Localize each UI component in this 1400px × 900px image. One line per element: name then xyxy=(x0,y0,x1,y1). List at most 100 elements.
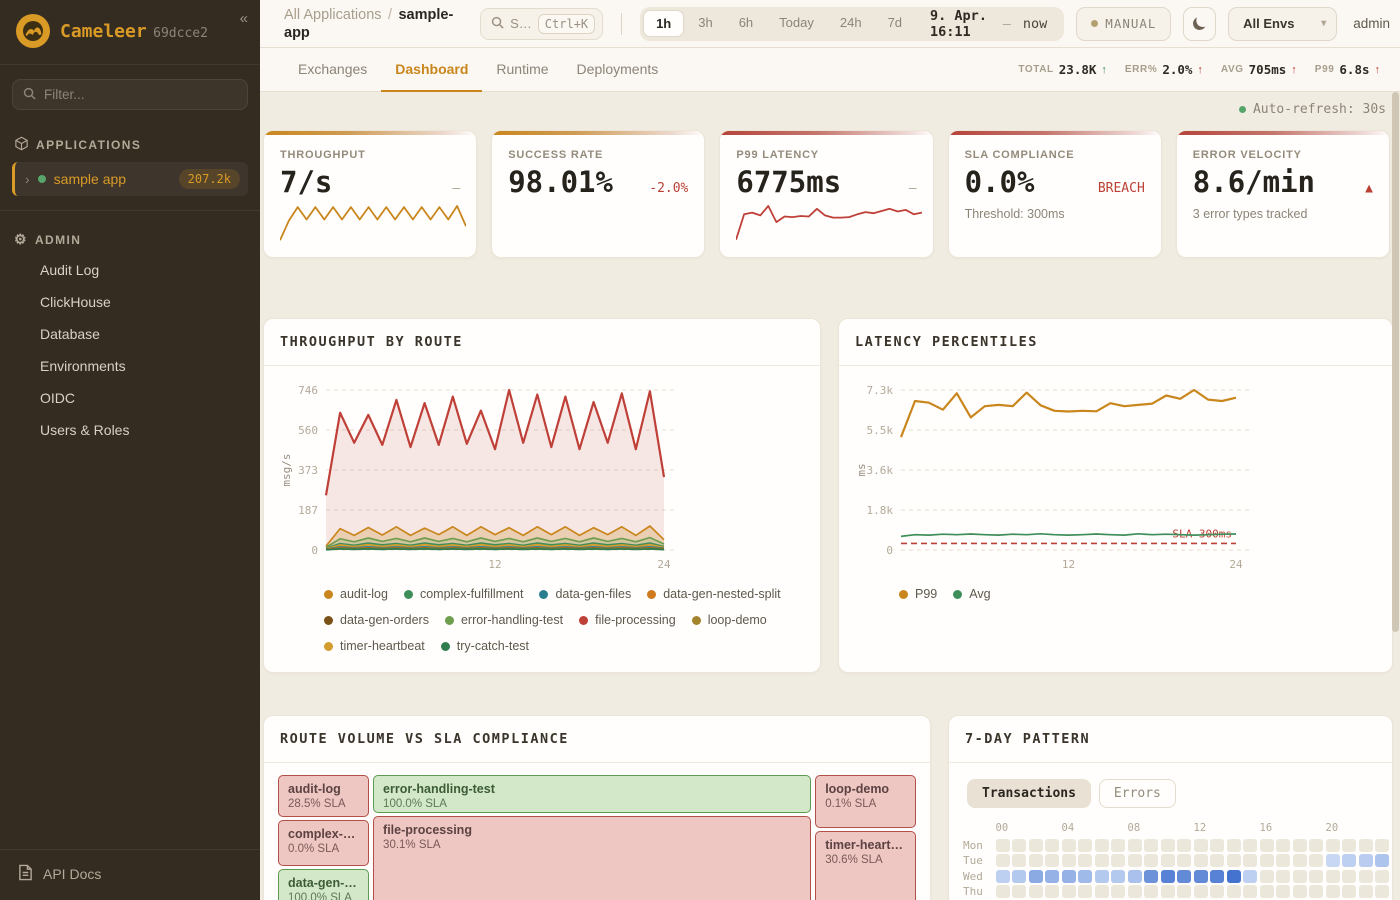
chevron-right-icon[interactable]: › xyxy=(25,171,30,187)
time-range-7d[interactable]: 7d xyxy=(887,15,903,30)
sidebar-item-api-docs[interactable]: API Docs xyxy=(0,849,260,900)
heatmap-cell[interactable] xyxy=(1144,869,1158,883)
treemap-cell-audit-log[interactable]: audit-log 28.5% SLA xyxy=(278,775,369,817)
heatmap-cell[interactable] xyxy=(1012,869,1026,883)
sidebar-item-sample-app[interactable]: › sample app 207.2k xyxy=(12,162,248,196)
heatmap-cell[interactable] xyxy=(1375,854,1389,867)
legend-item-file-processing[interactable]: file-processing xyxy=(579,613,676,627)
heatmap-cell[interactable] xyxy=(995,885,1010,898)
heatmap-cell[interactable] xyxy=(1210,854,1224,867)
vertical-scrollbar[interactable] xyxy=(1392,92,1399,900)
heatmap-cell[interactable] xyxy=(1078,869,1092,883)
heatmap-cell[interactable] xyxy=(1127,854,1142,867)
legend-item-try-catch-test[interactable]: try-catch-test xyxy=(440,639,529,653)
treemap-cell-error-handling-test[interactable]: error-handling-test 100.0% SLA xyxy=(373,775,811,813)
heatmap-cell[interactable] xyxy=(1276,885,1290,898)
heatmap-cell[interactable] xyxy=(1094,838,1109,852)
heatmap-cell[interactable] xyxy=(1243,869,1257,883)
heatmap-cell[interactable] xyxy=(1160,838,1175,852)
heatmap-cell[interactable] xyxy=(1012,885,1026,898)
global-search-input[interactable]: S… Ctrl+K xyxy=(480,7,604,40)
heatmap-cell[interactable] xyxy=(1028,869,1043,883)
heatmap-cell[interactable] xyxy=(1342,838,1356,852)
heatmap-cell[interactable] xyxy=(1012,838,1026,852)
tab-deployments[interactable]: Deployments xyxy=(576,61,659,77)
heatmap-cell[interactable] xyxy=(1325,854,1340,867)
time-range-3h[interactable]: 3h xyxy=(698,15,713,30)
heatmap-cell[interactable] xyxy=(1226,854,1241,867)
heatmap-cell[interactable] xyxy=(1375,869,1389,883)
dark-mode-toggle[interactable] xyxy=(1183,6,1217,41)
heatmap-cell[interactable] xyxy=(1210,869,1224,883)
sidebar-item-environments[interactable]: Environments xyxy=(40,358,126,374)
heatmap-cell[interactable] xyxy=(1177,838,1191,852)
heatmap-cell[interactable] xyxy=(1193,869,1208,883)
sidebar-item-users-roles[interactable]: Users & Roles xyxy=(40,422,130,438)
legend-item-loop-demo[interactable]: loop-demo xyxy=(691,613,767,627)
heatmap-cell[interactable] xyxy=(1210,885,1224,898)
time-range-1h[interactable]: 1h xyxy=(643,10,685,37)
heatmap-cell[interactable] xyxy=(1259,838,1274,852)
heatmap-cell[interactable] xyxy=(1160,854,1175,867)
heatmap-cell[interactable] xyxy=(1193,838,1208,852)
scrollbar-thumb[interactable] xyxy=(1392,92,1399,632)
sidebar-item-oidc[interactable]: OIDC xyxy=(40,390,75,406)
heatmap-cell[interactable] xyxy=(1028,885,1043,898)
heatmap-cell[interactable] xyxy=(1127,885,1142,898)
time-range-today[interactable]: Today xyxy=(779,15,814,30)
heatmap-cell[interactable] xyxy=(1160,869,1175,883)
heatmap-cell[interactable] xyxy=(1094,885,1109,898)
treemap-cell-data-gen-files[interactable]: data-gen-files100.0% SLA xyxy=(278,869,369,900)
heatmap-cell[interactable] xyxy=(1243,885,1257,898)
date-range-to[interactable]: now xyxy=(1022,15,1048,32)
legend-item-error-handling-test[interactable]: error-handling-test xyxy=(444,613,563,627)
heatmap-cell[interactable] xyxy=(1226,838,1241,852)
sidebar-item-database[interactable]: Database xyxy=(40,326,100,342)
heatmap-cell[interactable] xyxy=(1160,885,1175,898)
heatmap-cell[interactable] xyxy=(1259,854,1274,867)
legend-item-p99[interactable]: P99 xyxy=(899,587,937,601)
heatmap-cell[interactable] xyxy=(1193,885,1208,898)
heatmap-cell[interactable] xyxy=(1342,854,1356,867)
tab-dashboard[interactable]: Dashboard xyxy=(381,48,483,92)
heatmap-cell[interactable] xyxy=(1342,869,1356,883)
legend-item-data-gen-nested-split[interactable]: data-gen-nested-split xyxy=(647,587,781,601)
tab-exchanges[interactable]: Exchanges xyxy=(298,61,368,77)
heatmap-cell[interactable] xyxy=(1259,869,1274,883)
heatmap-cell[interactable] xyxy=(1028,838,1043,852)
heatmap-cell[interactable] xyxy=(1061,885,1076,898)
sidebar-item-audit-log[interactable]: Audit Log xyxy=(40,262,100,278)
time-range-24h[interactable]: 24h xyxy=(839,15,862,30)
treemap-cell-loop-demo[interactable]: loop-demo 0.1% SLA xyxy=(815,775,916,829)
legend-item-data-gen-files[interactable]: data-gen-files xyxy=(539,587,631,601)
heatmap-cell[interactable] xyxy=(1292,838,1307,852)
heatmap-cell[interactable] xyxy=(1276,869,1290,883)
heatmap-cell[interactable] xyxy=(1144,885,1158,898)
heatmap-cell[interactable] xyxy=(1078,885,1092,898)
heatmap-cell[interactable] xyxy=(1111,869,1125,883)
heatmap-cell[interactable] xyxy=(1045,885,1059,898)
sidebar-filter-input[interactable]: Filter... xyxy=(12,79,248,110)
heatmap-cell[interactable] xyxy=(1358,869,1373,883)
heatmap-cell[interactable] xyxy=(1358,885,1373,898)
heatmap-cell[interactable] xyxy=(1045,854,1059,867)
heatmap-cell[interactable] xyxy=(1243,854,1257,867)
heatmap-cell[interactable] xyxy=(1309,854,1323,867)
heatmap-mode-transactions[interactable]: Transactions xyxy=(967,779,1091,808)
heatmap-cell[interactable] xyxy=(1276,838,1290,852)
heatmap-cell[interactable] xyxy=(1028,854,1043,867)
heatmap-cell[interactable] xyxy=(1094,854,1109,867)
heatmap-cell[interactable] xyxy=(1325,869,1340,883)
environment-select[interactable]: All Envs ▾ xyxy=(1228,6,1338,41)
treemap-cell-complex-fulfil[interactable]: complex-fulfil…0.0% SLA xyxy=(278,820,369,866)
heatmap-cell[interactable] xyxy=(1210,838,1224,852)
heatmap-mode-errors[interactable]: Errors xyxy=(1098,779,1176,808)
heatmap-cell[interactable] xyxy=(1226,869,1241,883)
heatmap-cell[interactable] xyxy=(1045,869,1059,883)
heatmap-cell[interactable] xyxy=(995,854,1010,867)
heatmap-cell[interactable] xyxy=(1292,885,1307,898)
heatmap-cell[interactable] xyxy=(1358,854,1373,867)
legend-item-timer-heartbeat[interactable]: timer-heartbeat xyxy=(324,639,425,653)
heatmap-cell[interactable] xyxy=(1061,854,1076,867)
date-range-from[interactable]: 9. Apr. 16:11 xyxy=(930,7,987,40)
